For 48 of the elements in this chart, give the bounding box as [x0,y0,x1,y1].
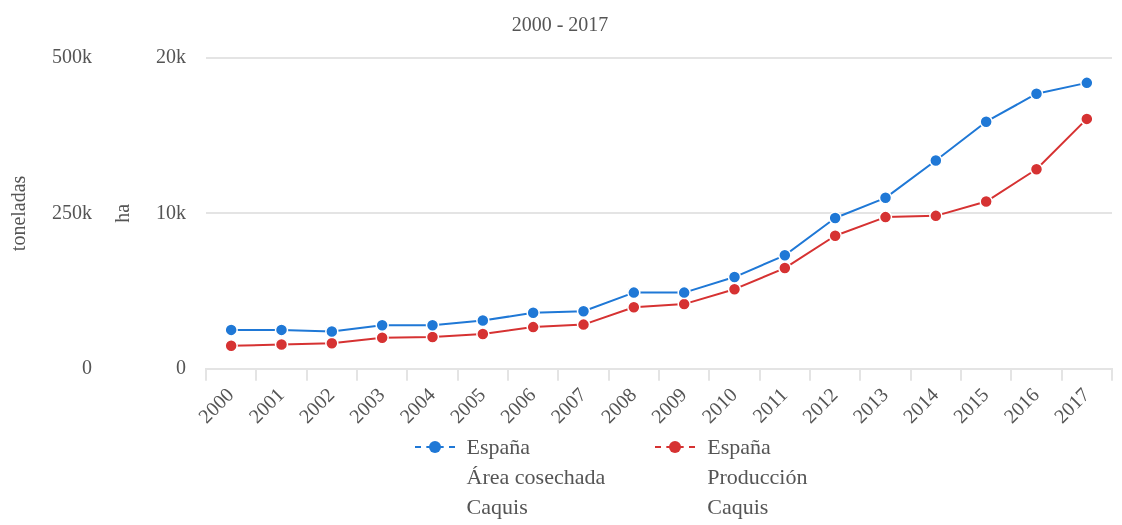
y-tick-label: 250k [52,200,92,223]
point [828,229,842,243]
point [576,317,591,332]
point [627,300,641,314]
point [1080,112,1094,126]
y2-tick-label: 20k [156,45,186,68]
point [425,330,440,344]
point [526,306,540,320]
point [274,323,289,337]
point [727,270,742,284]
point [778,261,792,275]
point [526,320,540,334]
y-axis-title: toneladas [7,175,30,252]
point [476,313,490,328]
point [274,337,289,352]
y-tick-label: 500k [52,45,92,68]
point [425,318,440,332]
point [677,285,691,300]
chart-title: 2000 - 2017 [511,13,609,36]
point [1080,76,1094,90]
point [224,339,238,353]
y-tick-label: 0 [82,356,92,378]
point [778,248,792,263]
point [1029,86,1044,101]
legend-label: España Producción Caquis [707,433,808,521]
y2-axis-title: ha [111,203,134,223]
point [979,114,993,129]
point [828,211,842,225]
point [929,153,943,168]
point [979,194,993,209]
legend-label: España Área cosechada Caquis [466,433,606,521]
point [325,336,339,351]
point [476,327,490,341]
point [224,323,238,337]
point [677,297,691,311]
point [627,285,641,300]
point [1029,162,1044,176]
point [375,318,389,332]
point [325,324,339,339]
point [878,191,893,205]
point [929,209,943,223]
point [727,282,742,296]
y2-tick-label: 0 [176,356,186,378]
point [576,304,591,319]
x-tick-label: 2011 [748,383,792,427]
y2-tick-label: 10k [156,200,186,223]
point [878,210,893,224]
point [375,330,389,345]
